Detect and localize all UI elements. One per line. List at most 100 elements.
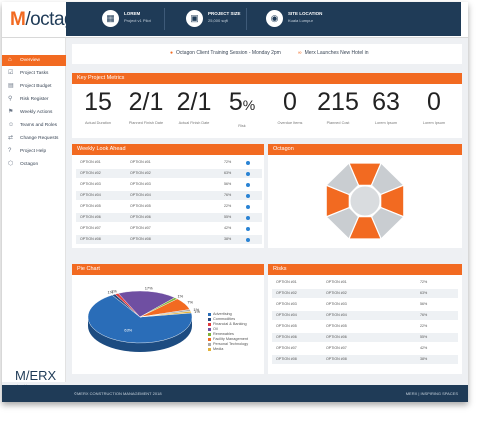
sidebar-item-project-help[interactable]: ? Project Help [2,146,66,157]
table-cell: OPTION #05 [80,204,101,208]
legend-item: Commodities [208,317,248,322]
table-row[interactable]: OPTION #07 OPTION #07 42% [272,344,458,353]
risk-icon: ⚲ [8,96,13,102]
table-row[interactable]: OPTION #06 OPTION #06 55% [272,333,458,342]
table-row[interactable]: OPTION #02 OPTION #02 63% [76,169,262,178]
pie-slice-label: 1% [108,289,114,294]
budget-icon: ▤ [8,83,14,89]
header-divider [246,8,247,30]
sidebar-item-risk-register[interactable]: ⚲ Risk Register [2,94,66,105]
table-row[interactable]: OPTION #04 OPTION #04 76% [76,191,262,200]
table-cell: OPTION #06 [276,335,297,339]
table-cell: OPTION #01 [130,160,151,164]
panel-title: Risks [268,264,462,275]
table-cell: OPTION #03 [80,182,101,186]
status-dot-icon[interactable] [246,226,250,231]
legend-item: Advertising [208,312,248,317]
pie-slice-label: 1% [194,309,200,314]
table-row[interactable]: OPTION #02 OPTION #02 63% [272,289,458,298]
status-dot-icon[interactable] [246,160,250,165]
home-icon: ⌂ [8,57,12,63]
pie-slice-label: 1% [177,293,183,298]
status-dot-icon[interactable] [246,237,250,242]
legend-swatch [208,342,211,346]
table-cell: 72% [224,160,232,164]
table-cell: OPTION #04 [326,313,347,317]
legend-item: Renewables [208,332,248,337]
top-bar: M/octagon ▦ LOREM Project v1 Pilot ▣ PRO… [2,2,468,38]
legend-item: Personal Technology [208,342,248,347]
help-icon: ? [8,148,12,154]
pie-slice-label: 1% [111,288,117,293]
table-cell: OPTION #07 [326,346,347,350]
pie-slice-label: 1% [193,307,199,312]
weekly-look-ahead-panel: Weekly Look Ahead OPTION #01 OPTION #01 72… [72,144,264,248]
legend-item: Oil [208,327,248,332]
pie-slice [139,310,192,318]
megaphone-icon: ● [170,50,174,56]
pie-legend: Advertising Commodities Financial & Bankin… [208,312,248,352]
pie-slice-label: 63% [124,328,132,333]
sidebar-item-change-requests[interactable]: ⇄ Change Requests [2,133,66,144]
status-dot-icon[interactable] [246,171,250,176]
table-cell: OPTION #02 [80,171,101,175]
table-cell: OPTION #03 [130,182,151,186]
table-cell: 55% [224,215,232,219]
news-item[interactable]: ● Octagon Client Training Session - Monda… [170,50,281,56]
table-row[interactable]: OPTION #03 OPTION #03 56% [272,300,458,309]
size-icon: ▣ [186,10,203,27]
table-cell: 55% [420,335,428,339]
status-dot-icon[interactable] [246,182,250,187]
panel-title: Octagon [268,144,462,155]
table-row[interactable]: OPTION #01 OPTION #01 72% [272,278,458,287]
sidebar-item-overview[interactable]: ⌂ Overview [2,55,66,66]
table-row[interactable]: OPTION #04 OPTION #04 76% [272,311,458,320]
sidebar-item-weekly-actions[interactable]: ⚑ Weekly Actions [2,107,66,118]
news-item[interactable]: ∞ Merx Launches New Hotel in [298,50,369,56]
sidebar-item-project-budget[interactable]: ▤ Project Budget [2,81,66,92]
octagon-segment[interactable] [325,161,360,196]
panel-title: Pie Chart [72,264,264,275]
table-row[interactable]: OPTION #07 OPTION #07 42% [76,224,262,233]
table-row[interactable]: OPTION #03 OPTION #03 56% [76,180,262,189]
teams-icon: ☺ [8,122,15,128]
building-icon: ▦ [102,10,119,27]
table-cell: 56% [420,302,428,306]
legend-swatch [208,317,211,321]
table-cell: OPTION #05 [326,324,347,328]
sidebar-item-teams-and-roles[interactable]: ☺ Teams and Roles [2,120,66,131]
table-cell: OPTION #03 [326,302,347,306]
panel-title: Key Project Metrics [72,73,462,84]
table-cell: OPTION #08 [276,357,297,361]
pie-slice [117,290,176,318]
sidebar-item-octagon[interactable]: ⬡ Octagon [2,159,66,170]
octagon-graphic[interactable] [268,155,462,248]
legend-label: Facility Management [213,337,249,341]
table-row[interactable]: OPTION #05 OPTION #05 22% [76,202,262,211]
merx-logo: M/ERX [15,368,57,383]
status-dot-icon[interactable] [246,204,250,209]
legend-label: Advertising [213,312,232,316]
table-cell: 38% [420,357,428,361]
legend-swatch [208,347,211,351]
table-row[interactable]: OPTION #06 OPTION #06 55% [76,213,262,222]
news-ticker: ● Octagon Client Training Session - Monda… [72,44,462,64]
table-row[interactable]: OPTION #05 OPTION #05 22% [272,322,458,331]
metric-planned-finish: 2/1 Planned Finish Date [128,88,164,125]
table-row[interactable]: OPTION #08 OPTION #08 38% [76,235,262,244]
status-dot-icon[interactable] [246,193,250,198]
metric-actual-finish: 2/1 Actual Finish Date [176,88,212,125]
legend-swatch [208,332,211,336]
table-cell: 42% [420,346,428,350]
table-cell: OPTION #07 [130,226,151,230]
status-dot-icon[interactable] [246,215,250,220]
legend-item: Financial & Banking [208,322,248,327]
table-row[interactable]: OPTION #08 OPTION #08 38% [272,355,458,364]
table-cell: OPTION #02 [276,291,297,295]
table-cell: OPTION #07 [80,226,101,230]
sidebar-item-project-tasks[interactable]: ☑ Project Tasks [2,68,66,79]
footer-brand: MERX | INSPIRING SPACES [405,391,458,396]
table-cell: OPTION #05 [130,204,151,208]
table-row[interactable]: OPTION #01 OPTION #01 72% [76,158,262,167]
legend-label: Renewables [213,332,234,336]
